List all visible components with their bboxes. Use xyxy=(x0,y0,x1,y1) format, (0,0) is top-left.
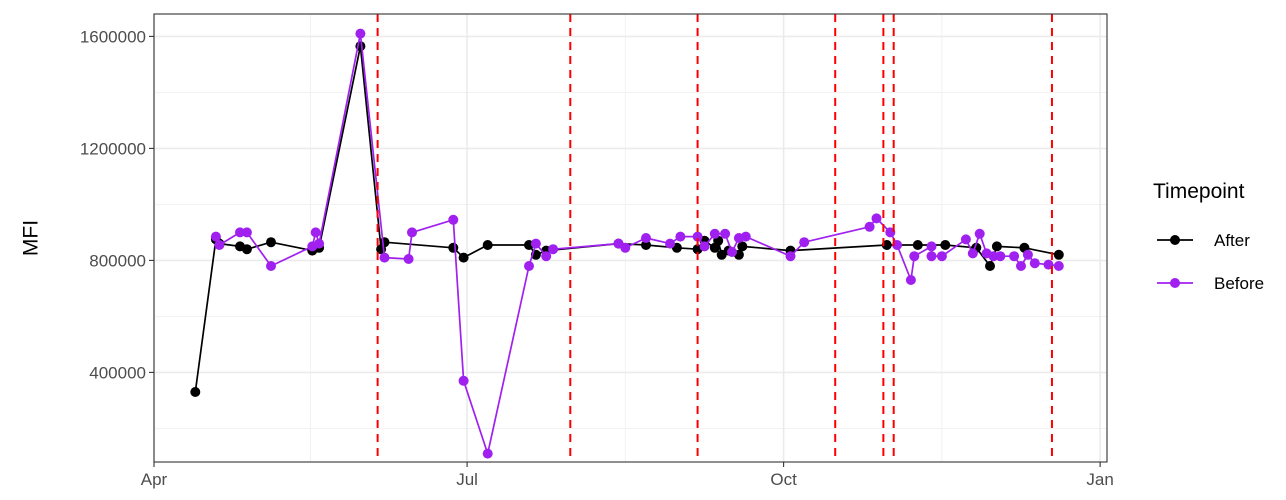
y-tick-label: 1200000 xyxy=(80,139,146,158)
data-point-after xyxy=(737,241,748,252)
y-tick-label: 800000 xyxy=(89,251,146,270)
data-point-after xyxy=(912,240,923,250)
data-point-before xyxy=(482,448,493,459)
series-layer xyxy=(190,28,1064,459)
panel-background xyxy=(154,14,1107,462)
data-point-before xyxy=(310,227,321,238)
x-tick-label: Oct xyxy=(770,470,797,489)
data-point-before xyxy=(864,221,875,232)
data-point-before xyxy=(403,254,414,264)
y-tick-label: 400000 xyxy=(89,363,146,382)
data-point-after xyxy=(266,237,276,248)
data-point-before xyxy=(1029,258,1040,269)
data-point-after xyxy=(641,240,651,250)
data-point-before xyxy=(995,251,1006,262)
data-point-before xyxy=(709,228,720,239)
vline-layer xyxy=(376,14,1053,462)
data-point-before xyxy=(548,244,559,255)
data-point-before xyxy=(926,241,937,252)
data-point-before xyxy=(675,231,686,242)
plot-panel xyxy=(153,13,1108,463)
data-point-before xyxy=(314,238,325,249)
legend: Timepoint After Before xyxy=(1153,180,1264,293)
data-point-before xyxy=(641,233,651,243)
panel-border xyxy=(153,13,1108,463)
data-point-before xyxy=(967,248,978,259)
data-point-after xyxy=(379,237,390,248)
data-point-before xyxy=(905,275,916,285)
data-point-before xyxy=(241,227,252,238)
data-point-after xyxy=(991,241,1002,252)
data-point-before xyxy=(407,227,417,238)
data-point-before xyxy=(448,214,459,225)
data-point-after xyxy=(1053,249,1064,260)
legend-label-before: Before xyxy=(1214,274,1264,293)
grid-major xyxy=(153,14,1107,462)
data-point-before xyxy=(1053,261,1064,271)
legend-items: After Before xyxy=(1157,231,1264,293)
x-tick-label: Apr xyxy=(141,470,168,489)
data-point-before xyxy=(909,251,920,262)
data-point-before xyxy=(871,213,882,224)
data-point-before xyxy=(1009,251,1020,262)
y-axis: 400000 800000 1200000 1600000 xyxy=(80,27,154,382)
data-point-after xyxy=(241,244,252,255)
legend-title: Timepoint xyxy=(1153,180,1245,203)
legend-label-after: After xyxy=(1214,231,1250,250)
data-point-before xyxy=(379,252,390,263)
data-point-before xyxy=(235,227,245,238)
data-point-before xyxy=(458,375,469,386)
data-point-before xyxy=(926,251,937,262)
data-point-before xyxy=(210,231,221,242)
data-point-before xyxy=(355,28,366,39)
data-point-before xyxy=(1016,261,1026,271)
legend-key-point-before xyxy=(1170,278,1180,288)
data-point-before xyxy=(799,237,810,248)
data-point-before xyxy=(785,251,796,262)
data-point-after xyxy=(482,240,493,250)
data-point-before xyxy=(974,228,985,239)
x-tick-label: Jul xyxy=(456,470,478,489)
data-point-before xyxy=(524,261,534,271)
data-point-before xyxy=(720,228,731,239)
data-point-before xyxy=(620,242,631,253)
x-tick-label: Jan xyxy=(1086,470,1113,489)
data-point-before xyxy=(541,251,552,262)
data-point-before xyxy=(266,261,276,271)
data-point-after xyxy=(458,252,469,263)
y-axis-title: MFI xyxy=(19,220,42,256)
data-point-before xyxy=(1022,249,1033,260)
data-point-before xyxy=(530,238,541,249)
data-point-after xyxy=(940,240,951,250)
data-point-after xyxy=(448,242,459,253)
data-point-before xyxy=(960,234,971,245)
data-point-before xyxy=(936,251,947,262)
legend-key-point-after xyxy=(1170,235,1180,245)
data-point-after xyxy=(985,261,995,271)
data-point-before xyxy=(727,247,737,257)
data-point-before xyxy=(692,231,703,242)
data-point-before xyxy=(665,238,676,249)
data-point-after xyxy=(190,387,201,397)
grid-minor xyxy=(154,14,1107,462)
data-point-before xyxy=(740,231,751,242)
data-point-before xyxy=(699,241,710,252)
y-tick-label: 1600000 xyxy=(80,27,146,46)
data-point-before xyxy=(214,240,225,250)
x-axis: Apr Jul Oct Jan xyxy=(141,462,1114,489)
